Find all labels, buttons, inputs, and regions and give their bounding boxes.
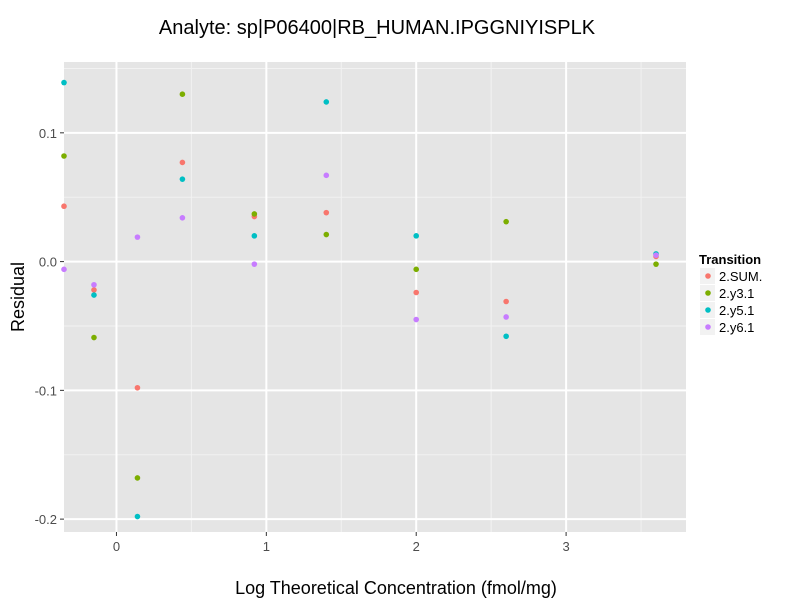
chart-title: Analyte: sp|P06400|RB_HUMAN.IPGGNIYISPLK (159, 17, 596, 39)
major-gridlines (64, 62, 686, 532)
x-tick-label: 0 (113, 539, 120, 554)
x-axis-title: Log Theoretical Concentration (fmol/mg) (235, 578, 557, 598)
data-point (179, 159, 186, 166)
legend-label: 2.y6.1 (719, 320, 754, 335)
data-point (503, 298, 509, 305)
data-point (179, 91, 186, 97)
data-point (134, 513, 141, 520)
legend-label: 2.y3.1 (719, 286, 754, 301)
y-axis-ticks: -0.2 -0.1 0.0 0.1 (35, 126, 64, 527)
data-point (61, 79, 67, 86)
data-point (323, 172, 330, 179)
plot-panel (64, 62, 686, 532)
y-tick-label: -0.1 (35, 383, 57, 398)
data-points (61, 79, 659, 520)
x-axis-ticks: 0 1 2 3 (113, 532, 570, 554)
x-tick-label: 2 (413, 539, 420, 554)
legend-items: 2.SUM. 2.y3.1 2.y5.1 2.y6.1 (700, 268, 762, 335)
data-point (179, 215, 186, 221)
data-point (61, 203, 67, 210)
data-point (251, 261, 258, 267)
x-tick-label: 1 (263, 539, 270, 554)
legend: Transition 2.SUM. 2.y3.1 2.y5.1 2.y6.1 (699, 252, 762, 335)
data-point (323, 209, 330, 216)
legend-label: 2.SUM. (719, 269, 762, 284)
minor-gridlines (64, 62, 686, 532)
data-point (323, 99, 330, 105)
data-point (91, 292, 97, 298)
y-tick-label: 0.0 (39, 255, 57, 270)
data-point (61, 153, 67, 159)
data-point (503, 333, 509, 340)
y-axis-title: Residual (8, 262, 28, 332)
data-point (413, 316, 420, 323)
legend-key (705, 273, 711, 279)
data-point (413, 233, 420, 239)
data-point (134, 384, 141, 391)
legend-title: Transition (699, 252, 761, 267)
legend-key (705, 290, 711, 296)
data-point (134, 475, 141, 481)
data-point (413, 289, 420, 296)
data-point (653, 261, 659, 267)
data-point (91, 334, 97, 341)
data-point (323, 231, 330, 238)
legend-key (705, 324, 711, 330)
data-point (503, 314, 509, 320)
data-point (61, 266, 67, 273)
x-tick-label: 3 (562, 539, 569, 554)
legend-label: 2.y5.1 (719, 303, 754, 318)
data-point (251, 211, 258, 217)
data-point (653, 252, 659, 258)
data-point (413, 266, 420, 273)
data-point (503, 218, 509, 225)
legend-key (705, 307, 711, 313)
y-tick-label: 0.1 (39, 126, 57, 141)
data-point (179, 176, 186, 182)
y-tick-label: -0.2 (35, 512, 57, 527)
data-point (91, 281, 97, 288)
data-point (91, 287, 97, 293)
data-point (134, 234, 141, 240)
data-point (251, 233, 258, 239)
